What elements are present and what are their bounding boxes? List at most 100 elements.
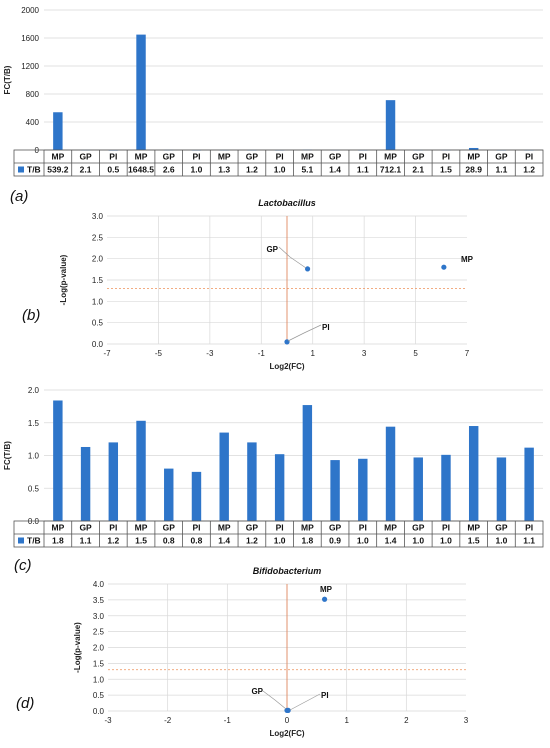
data-label: 1.5: [440, 165, 452, 175]
data-label: 1.8: [52, 536, 64, 546]
data-label: 1.0: [496, 536, 508, 546]
panel-label-c: (c): [14, 557, 32, 574]
bar: [53, 112, 63, 150]
annotation-leader-line: [287, 324, 322, 342]
x-category-label: PI: [525, 523, 533, 533]
x-tick-label: -7: [103, 349, 111, 358]
x-category-label: MP: [301, 523, 314, 533]
panel-label-b: (b): [22, 307, 40, 324]
y-tick-label: 1.0: [28, 452, 40, 461]
y-tick-label: 0.0: [92, 340, 104, 349]
annotation-leader-line: [262, 690, 287, 710]
chart-a-fc-bar-chart: 0 400 800 1200 1600 2000 FC(T/B) MP GP PI MP GP PI MP…: [3, 6, 544, 177]
x-category-label: MP: [467, 152, 480, 162]
x-category-label: PI: [442, 152, 450, 162]
y-tick-label: 2.0: [28, 386, 40, 395]
data-label: 1.4: [329, 165, 341, 175]
data-label: 2.1: [412, 165, 424, 175]
y-axis-label: FC(T/B): [3, 65, 12, 94]
panel-label-a: (a): [10, 188, 28, 205]
point-label: MP: [461, 255, 474, 264]
x-tick-label: 3: [464, 716, 469, 725]
x-category-label: MP: [218, 152, 231, 162]
y-tick-label: 400: [26, 118, 40, 127]
y-tick-label: 3.5: [93, 596, 105, 605]
y-tick-label: 2000: [21, 6, 39, 15]
x-tick-label: -1: [258, 349, 266, 358]
x-category-label: PI: [525, 152, 533, 162]
bar: [53, 400, 63, 521]
x-category-label: PI: [442, 523, 450, 533]
data-label: 1.0: [191, 165, 203, 175]
data-label: 2.1: [80, 165, 92, 175]
x-tick-label: 1: [344, 716, 349, 725]
bar: [468, 147, 479, 150]
data-label: 1.2: [107, 536, 119, 546]
y-tick-label: 0.5: [93, 691, 105, 700]
bar: [80, 446, 91, 521]
x-tick-label: 0: [285, 716, 290, 725]
x-tick-label: 2: [404, 716, 409, 725]
x-tick-label: 3: [362, 349, 367, 358]
bar: [274, 454, 285, 521]
data-label: 0.8: [163, 536, 175, 546]
data-label: 1.5: [468, 536, 480, 546]
y-axis-label: FC(T/B): [3, 441, 12, 470]
x-category-label: GP: [412, 523, 425, 533]
bar: [136, 420, 146, 521]
legend-swatch: [18, 537, 24, 544]
data-point: [304, 266, 311, 272]
data-label: 1.3: [218, 165, 230, 175]
x-category-label: MP: [384, 523, 397, 533]
x-category-label: MP: [384, 152, 397, 162]
y-tick-label: 1.5: [93, 659, 105, 668]
data-label: 28.9: [465, 165, 482, 175]
bar: [302, 405, 313, 521]
x-category-label: GP: [79, 523, 92, 533]
x-category-label: PI: [109, 152, 117, 162]
data-label: 1.0: [440, 536, 452, 546]
legend-label: T/B: [27, 165, 41, 175]
x-category-label: MP: [135, 523, 148, 533]
y-axis-label: -Log(p-value): [73, 622, 82, 673]
data-label: 1.0: [274, 536, 286, 546]
bar: [385, 100, 396, 150]
y-tick-label: 800: [26, 90, 40, 99]
x-tick-label: -2: [164, 716, 172, 725]
x-tick-label: -5: [155, 349, 163, 358]
data-label: 1.4: [218, 536, 230, 546]
data-label: 0.5: [107, 165, 119, 175]
data-label: 1.2: [246, 165, 258, 175]
chart-title: Bifidobacterium: [253, 566, 322, 576]
x-category-label: PI: [359, 152, 367, 162]
data-label: 1.0: [357, 536, 369, 546]
data-label: 1.0: [412, 536, 424, 546]
x-tick-label: 5: [413, 349, 418, 358]
data-label: 1.2: [523, 165, 535, 175]
data-point: [321, 596, 328, 602]
x-category-label: MP: [51, 152, 64, 162]
data-label: 1.5: [135, 536, 147, 546]
data-label: 1648.5: [128, 165, 154, 175]
y-tick-label: 0.0: [28, 517, 40, 526]
data-label: 712.1: [380, 165, 402, 175]
x-category-label: MP: [218, 523, 231, 533]
data-label: 0.8: [191, 536, 203, 546]
x-category-label: PI: [276, 152, 284, 162]
data-label: 1.4: [385, 536, 397, 546]
x-category-label: PI: [109, 523, 117, 533]
data-label: 1.8: [301, 536, 313, 546]
annotation-leader-line: [289, 693, 321, 711]
y-tick-label: 2.5: [92, 233, 104, 242]
x-category-label: GP: [329, 152, 342, 162]
y-tick-label: 2.5: [93, 628, 105, 637]
y-tick-label: 1.0: [93, 675, 105, 684]
x-category-label: PI: [192, 152, 200, 162]
point-label: MP: [320, 585, 333, 594]
x-tick-label: -3: [206, 349, 214, 358]
x-axis-label: Log2(FC): [269, 729, 304, 738]
x-tick-label: -1: [224, 716, 232, 725]
bar: [468, 426, 479, 521]
data-point: [441, 264, 447, 270]
